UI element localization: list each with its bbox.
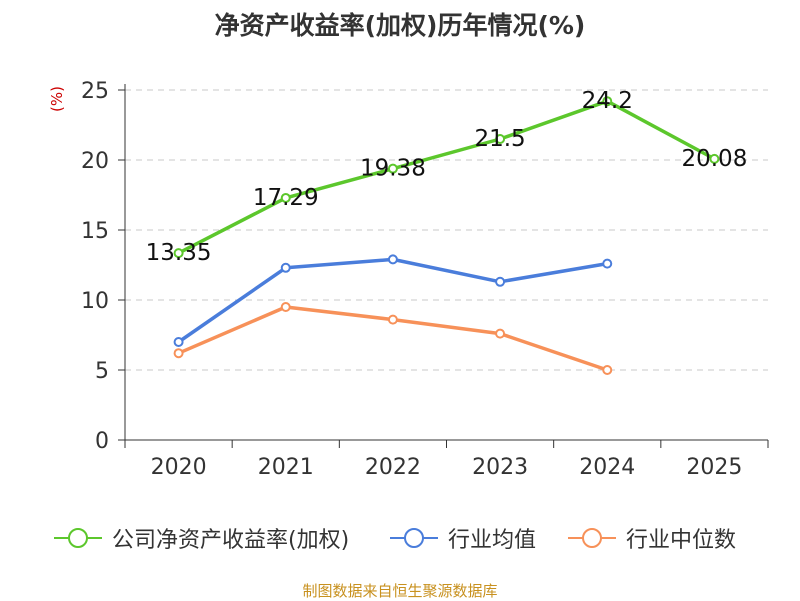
data-label: 17.29 [253, 185, 319, 211]
x-tick-label: 2023 [472, 455, 528, 480]
series-point [495, 134, 506, 144]
source-note: 制图数据来自恒生聚源数据库 [302, 582, 498, 600]
y-tick-label: 15 [81, 219, 109, 244]
y-tick-label: 20 [81, 149, 109, 174]
series-point [387, 254, 398, 265]
legend-label: 行业均值 [448, 528, 537, 553]
series-point [280, 262, 291, 273]
data-label: 24.2 [582, 88, 633, 114]
data-label: 20.08 [681, 146, 747, 172]
series-point [602, 96, 613, 107]
legend-label: 公司净资产收益率(加权) [112, 528, 350, 553]
x-tick-label: 2020 [151, 455, 207, 480]
series-point [387, 163, 398, 174]
legend-label: 行业中位数 [626, 528, 737, 553]
series-point [495, 276, 506, 287]
y-tick-label: 10 [81, 289, 109, 314]
chart-title: 净资产收益率(加权)历年情况(%) [214, 11, 586, 40]
legend-item-industry-mean[interactable]: 行业均值 [388, 520, 536, 556]
legend-item-company[interactable]: 公司净资产收益率(加权) [52, 520, 349, 556]
legend-item-industry-median[interactable]: 行业中位数 [566, 520, 736, 556]
series-line [177, 99, 716, 255]
data-labels: 13.35 17.29 19.38 21.5 24.2 20.08 [146, 88, 748, 266]
series-line [177, 257, 608, 344]
series-point [495, 328, 506, 339]
y-axis-unit-label: (%) [48, 86, 66, 112]
series-point [173, 248, 184, 259]
x-tick-label: 2022 [365, 455, 421, 480]
series-point [173, 337, 184, 347]
series-point [280, 192, 291, 203]
grid-lines [125, 89, 768, 371]
data-label: 13.35 [146, 240, 212, 266]
y-tick-label: 5 [95, 359, 109, 384]
data-label: 21.5 [474, 126, 525, 152]
series-point [280, 302, 291, 312]
legend-swatch-industry-mean-icon [390, 528, 438, 548]
series-point [602, 365, 613, 375]
series-point [173, 348, 184, 359]
series-point [709, 153, 720, 164]
data-label: 19.38 [360, 156, 426, 182]
x-tick-label: 2024 [579, 455, 635, 480]
series-point [602, 258, 613, 269]
legend-swatch-company-icon [54, 528, 102, 548]
legend-swatch-industry-median-icon [568, 528, 616, 548]
y-tick-label: 0 [95, 429, 109, 454]
series [173, 96, 720, 375]
y-tick-label: 25 [81, 79, 109, 104]
x-tick-label: 2021 [258, 455, 314, 480]
series-point [387, 314, 398, 325]
legend: 公司净资产收益率(加权) 行业均值 行业中位数 [0, 520, 800, 556]
x-tick-label: 2025 [686, 455, 742, 480]
